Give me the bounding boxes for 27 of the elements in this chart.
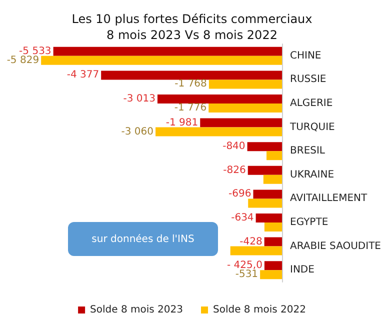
legend-label: Solde 8 mois 2022 [213, 304, 306, 316]
y-tick-label: CHINE [290, 50, 322, 62]
y-tick-label: RUSSIE [290, 74, 326, 86]
data-label: -1 981 [166, 117, 198, 128]
data-label: -4 377 [66, 70, 100, 81]
data-label: -840 [222, 141, 246, 152]
y-tick-label: EGYPTE [290, 217, 328, 228]
y-tick-label: BRESIL [290, 146, 326, 157]
data-label: -696 [228, 188, 252, 200]
data-label: -3 013 [123, 94, 156, 104]
y-tick-label: INDE [290, 264, 314, 276]
data-label: -531 [235, 269, 258, 280]
data-label: -1 768 [174, 78, 207, 90]
y-tick-label: TURQUIE [289, 122, 335, 133]
data-label: -428 [240, 236, 262, 248]
data-label: -634 [231, 212, 254, 224]
chart-title: Les 10 plus fortes Déficits commerciaux 8 mois 2023 Vs 8 mois 2022 [72, 12, 312, 42]
data-label: -5 533 [19, 46, 52, 57]
legend-label: Solde 8 mois 2023 [90, 304, 184, 316]
y-tick-label: ARABIE SAOUDITE [290, 240, 382, 252]
data-label: -826 [223, 164, 246, 176]
y-tick-label: AVITAILLEMENT [290, 193, 368, 204]
y-tick-label: UKRAINE [290, 169, 334, 180]
data-label: -5 829 [6, 54, 40, 66]
data-label: -1 776 [174, 102, 207, 114]
data-label: -3 060 [121, 126, 154, 138]
y-tick-label: ALGERIE [290, 98, 333, 109]
